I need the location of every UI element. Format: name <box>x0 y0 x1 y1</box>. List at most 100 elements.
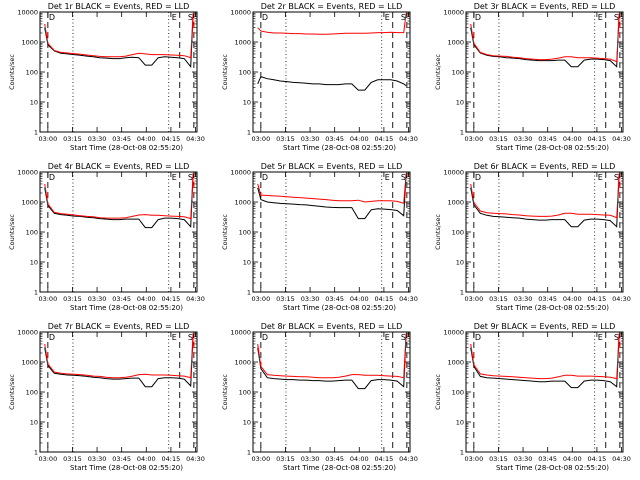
x-tick-label: 03:15 <box>63 455 82 463</box>
y-tick-label: 1000 <box>447 359 464 367</box>
x-axis-label: Start Time (28-Oct-08 02:55:20) <box>496 464 609 472</box>
series-events <box>257 75 407 91</box>
panel-title: Det 3r BLACK = Events, RED = LLD <box>474 2 616 11</box>
x-tick-label: 03:15 <box>489 135 508 143</box>
panel-title: Det 8r BLACK = Events, RED = LLD <box>261 322 403 331</box>
marker-annotation: E <box>598 13 603 22</box>
x-tick-label: 04:30 <box>186 135 205 143</box>
x-axis-label: Start Time (28-Oct-08 02:55:20) <box>496 304 609 312</box>
x-tick-label: 03:00 <box>251 295 270 303</box>
y-tick-label: 10000 <box>443 329 464 337</box>
y-tick-label: 100 <box>452 69 464 77</box>
series-events <box>470 14 620 68</box>
x-tick-label: 04:15 <box>162 295 181 303</box>
y-tick-label: 10000 <box>443 169 464 177</box>
x-tick-label: 04:15 <box>588 455 607 463</box>
y-tick-label: 1 <box>460 129 464 137</box>
x-tick-label: 04:00 <box>563 295 582 303</box>
x-tick-label: 04:00 <box>350 295 369 303</box>
series-lld <box>470 333 620 380</box>
y-axis-label: Counts/sec <box>434 374 442 410</box>
marker-annotation: S <box>188 173 193 182</box>
x-tick-label: 03:00 <box>464 135 483 143</box>
y-tick-label: 1 <box>34 129 38 137</box>
y-tick-label: 1000 <box>447 39 464 47</box>
panel-title: Det 6r BLACK = Events, RED = LLD <box>474 162 616 171</box>
marker-annotation: D <box>49 13 55 22</box>
y-tick-label: 1000 <box>447 199 464 207</box>
x-tick-label: 03:15 <box>63 135 82 143</box>
y-tick-label: 10000 <box>443 9 464 17</box>
x-tick-label: 04:30 <box>399 295 418 303</box>
y-tick-label: 100 <box>239 229 251 237</box>
x-tick-label: 03:30 <box>88 295 107 303</box>
marker-annotation: E <box>172 333 177 342</box>
y-tick-label: 1 <box>34 449 38 457</box>
x-axis-label: Start Time (28-Oct-08 02:55:20) <box>283 464 396 472</box>
y-axis-label: Counts/sec <box>221 214 229 250</box>
series-events <box>470 174 620 228</box>
y-tick-label: 10000 <box>17 329 38 337</box>
plot-frame <box>39 171 198 293</box>
plot-frame <box>252 331 411 453</box>
series-lld <box>44 333 194 379</box>
y-tick-label: 100 <box>452 229 464 237</box>
y-tick-label: 10 <box>456 419 464 427</box>
y-tick-label: 1 <box>460 449 464 457</box>
y-axis-label: Counts/sec <box>8 54 16 90</box>
x-tick-label: 04:00 <box>350 135 369 143</box>
marker-annotation: S <box>614 13 619 22</box>
y-tick-label: 1000 <box>21 199 38 207</box>
y-tick-label: 100 <box>239 69 251 77</box>
x-axis-label: Start Time (28-Oct-08 02:55:20) <box>70 144 183 152</box>
x-tick-label: 03:30 <box>301 135 320 143</box>
panel-det-7r: Det 7r BLACK = Events, RED = LLD 1 10 100 10… <box>8 322 205 472</box>
x-tick-label: 03:00 <box>464 295 483 303</box>
y-axis-label: Counts/sec <box>221 374 229 410</box>
y-tick-label: 1000 <box>21 39 38 47</box>
x-tick-label: 04:00 <box>137 135 156 143</box>
x-tick-label: 04:15 <box>162 135 181 143</box>
x-tick-label: 03:15 <box>63 295 82 303</box>
y-tick-label: 1 <box>460 289 464 297</box>
x-tick-label: 04:00 <box>350 455 369 463</box>
x-tick-label: 03:30 <box>301 295 320 303</box>
x-tick-label: 04:00 <box>563 455 582 463</box>
marker-annotation: S <box>614 173 619 182</box>
x-axis-label: Start Time (28-Oct-08 02:55:20) <box>283 144 396 152</box>
x-tick-label: 03:45 <box>112 455 131 463</box>
x-tick-label: 03:00 <box>38 295 57 303</box>
panel-title: Det 7r BLACK = Events, RED = LLD <box>48 322 190 331</box>
y-tick-label: 10 <box>30 99 38 107</box>
x-tick-label: 04:30 <box>186 455 205 463</box>
panel-det-8r: Det 8r BLACK = Events, RED = LLD 1 10 100 10… <box>221 322 418 472</box>
y-tick-label: 1 <box>247 129 251 137</box>
marker-annotation: D <box>475 173 481 182</box>
x-tick-label: 04:30 <box>612 455 631 463</box>
plot-frame <box>39 11 198 133</box>
series-events <box>44 174 194 229</box>
marker-annotation: S <box>188 13 193 22</box>
marker-annotation: D <box>49 173 55 182</box>
plot-frame <box>465 11 624 133</box>
y-tick-label: 10 <box>456 259 464 267</box>
y-tick-label: 1000 <box>21 359 38 367</box>
y-tick-label: 1 <box>247 289 251 297</box>
panel-det-5r: Det 5r BLACK = Events, RED = LLD 1 10 100 10… <box>221 162 418 312</box>
y-tick-label: 100 <box>26 229 38 237</box>
panel-title: Det 2r BLACK = Events, RED = LLD <box>261 2 403 11</box>
y-tick-label: 10 <box>456 99 464 107</box>
x-tick-label: 03:45 <box>538 455 557 463</box>
x-tick-label: 03:15 <box>489 455 508 463</box>
x-tick-label: 03:45 <box>325 295 344 303</box>
panel-title: Det 5r BLACK = Events, RED = LLD <box>261 162 403 171</box>
marker-annotation: S <box>401 13 406 22</box>
panel-det-3r: Det 3r BLACK = Events, RED = LLD 1 10 100 10… <box>434 2 631 152</box>
y-tick-label: 100 <box>452 389 464 397</box>
y-axis-label: Counts/sec <box>8 214 16 250</box>
x-tick-label: 03:00 <box>251 135 270 143</box>
series-events <box>257 174 407 220</box>
x-tick-label: 04:30 <box>612 135 631 143</box>
x-axis-label: Start Time (28-Oct-08 02:55:20) <box>496 144 609 152</box>
